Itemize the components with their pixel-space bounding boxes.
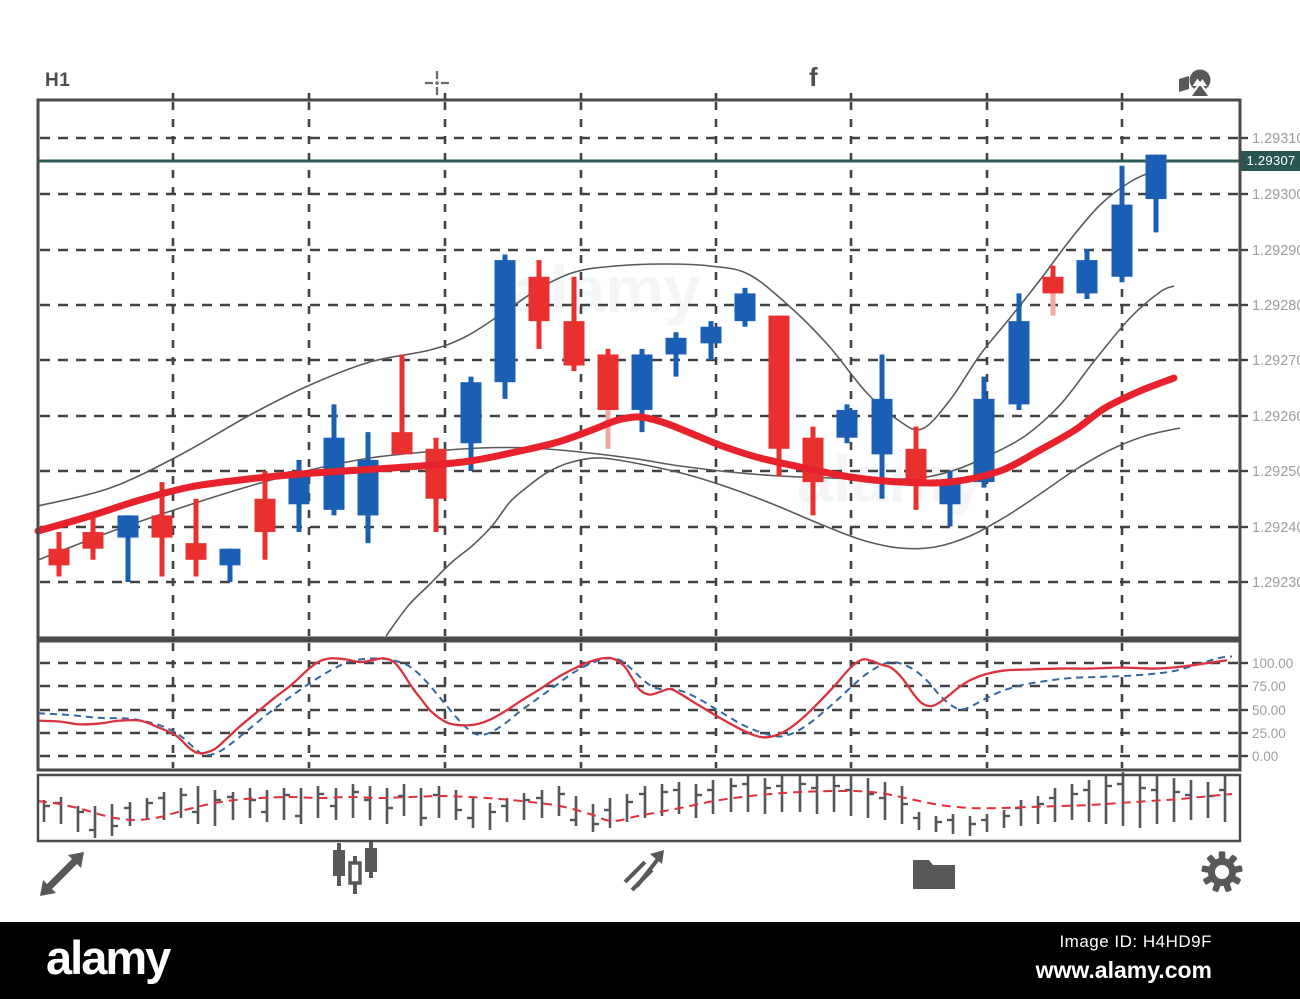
site-url[interactable]: www.alamy.com bbox=[1035, 957, 1212, 983]
folder-icon[interactable] bbox=[910, 849, 958, 896]
panel-borders bbox=[36, 98, 1242, 843]
candlesticks bbox=[48, 154, 1167, 582]
chart-canvas[interactable]: alamyalamy1.293101.293001.292901.292801.… bbox=[0, 0, 1300, 922]
svg-text:100.00: 100.00 bbox=[1252, 656, 1293, 671]
gear-icon[interactable] bbox=[1196, 846, 1248, 903]
volume bbox=[37, 772, 1233, 838]
image-id-label: Image ID: H4HD9F bbox=[1059, 932, 1212, 951]
svg-text:1.29280: 1.29280 bbox=[1252, 298, 1300, 314]
draw-trendline-icon[interactable] bbox=[38, 852, 86, 903]
indicator-function-label[interactable]: f bbox=[809, 62, 818, 92]
oscillator: 100.00 75.00 50.00 25.00 0.00 bbox=[37, 655, 1293, 764]
svg-text:1.29250: 1.29250 bbox=[1252, 464, 1300, 480]
footer-bar: alamy Image ID: H4HD9F www.alamy.com bbox=[0, 922, 1300, 999]
timeframe-label[interactable]: H1 bbox=[45, 70, 71, 91]
current-price-tag: 1.29307 bbox=[1241, 151, 1300, 171]
svg-text:1.29240: 1.29240 bbox=[1252, 520, 1300, 536]
trend-arrows-icon[interactable] bbox=[620, 844, 670, 899]
ma-line bbox=[34, 374, 1178, 535]
svg-text:1.29270: 1.29270 bbox=[1252, 353, 1300, 369]
svg-text:1.29310: 1.29310 bbox=[1252, 131, 1300, 147]
svg-text:0.00: 0.00 bbox=[1252, 749, 1278, 764]
svg-text:1.29260: 1.29260 bbox=[1252, 409, 1300, 425]
crosshair-icon[interactable] bbox=[425, 71, 449, 95]
brand-logo[interactable]: alamy bbox=[46, 931, 171, 984]
svg-text:25.00: 25.00 bbox=[1252, 726, 1286, 741]
svg-text:50.00: 50.00 bbox=[1252, 703, 1286, 718]
svg-text:1.29300: 1.29300 bbox=[1252, 187, 1300, 203]
candlestick-chart-icon[interactable] bbox=[330, 842, 380, 901]
gridlines: 1.29310 1.29300 1.29290 1.29280 1.29270 1.292… bbox=[40, 93, 1300, 768]
svg-text:1.29230: 1.29230 bbox=[1252, 575, 1300, 591]
svg-text:1.29290: 1.29290 bbox=[1252, 243, 1300, 259]
mountain-chart-icon[interactable] bbox=[1177, 67, 1215, 101]
svg-text:75.00: 75.00 bbox=[1252, 679, 1286, 694]
